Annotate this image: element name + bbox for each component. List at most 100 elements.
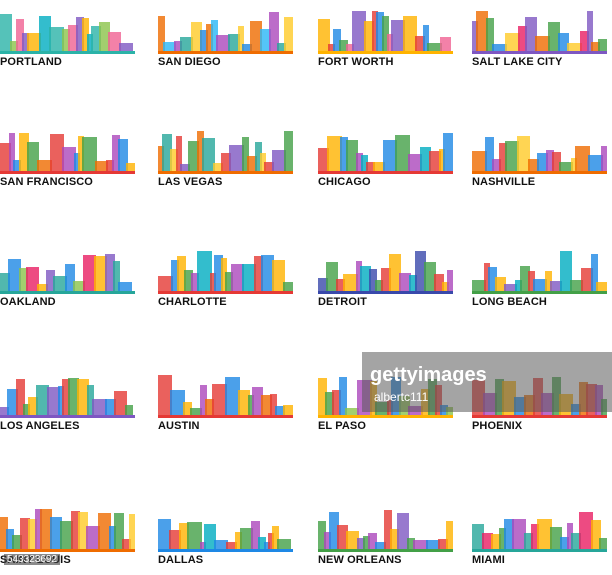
building-shape	[326, 262, 338, 294]
building-shape	[504, 284, 517, 294]
building-shape	[369, 269, 377, 294]
city-label: OAKLAND	[0, 296, 56, 308]
building-shape	[403, 16, 417, 54]
building-shape	[255, 142, 262, 174]
ground-strip	[0, 549, 135, 552]
building-shape	[318, 148, 329, 174]
building-shape	[87, 385, 94, 418]
building-shape	[200, 385, 207, 418]
city-tile: NASHVILLE	[472, 128, 612, 188]
building-shape	[170, 390, 185, 418]
building-shape	[242, 137, 249, 174]
building-shape	[28, 519, 37, 552]
building-shape	[424, 262, 436, 294]
building-shape	[129, 514, 135, 552]
building-shape	[368, 533, 377, 552]
building-shape	[221, 258, 227, 294]
building-shape	[488, 267, 497, 294]
building-shape	[275, 406, 285, 418]
building-shape	[505, 33, 520, 54]
building-shape	[356, 261, 362, 294]
building-shape	[499, 528, 506, 552]
city-tile: AUSTIN	[158, 372, 298, 432]
building-shape	[158, 276, 173, 294]
building-shape	[112, 135, 120, 174]
building-shape	[518, 26, 527, 54]
building-shape	[277, 43, 286, 54]
ground-strip	[318, 171, 453, 174]
ground-strip	[318, 415, 453, 418]
city-tile: SAN FRANCISCO	[0, 128, 140, 188]
building-shape	[62, 147, 76, 174]
building-shape	[395, 135, 410, 174]
building-shape	[587, 11, 593, 54]
ground-strip	[158, 291, 293, 294]
building-shape	[283, 405, 293, 418]
ground-strip	[472, 291, 607, 294]
building-shape	[53, 276, 67, 294]
building-shape	[50, 134, 64, 174]
building-shape	[254, 256, 263, 294]
building-shape	[339, 40, 348, 54]
building-shape	[225, 272, 233, 294]
ground-strip	[158, 549, 293, 552]
city-label: EL PASO	[318, 420, 366, 432]
building-shape	[533, 279, 547, 294]
building-shape	[283, 282, 293, 294]
building-shape	[375, 280, 383, 294]
building-shape	[68, 25, 78, 54]
building-shape	[328, 44, 335, 54]
building-shape	[472, 21, 478, 54]
building-shape	[357, 538, 365, 552]
building-shape	[171, 260, 179, 294]
building-shape	[26, 267, 39, 294]
building-shape	[580, 31, 589, 54]
city-tile: FORT WORTH	[318, 8, 458, 68]
building-shape	[113, 261, 120, 294]
building-shape	[92, 399, 107, 418]
building-shape	[567, 523, 573, 552]
skyline-illustration	[472, 136, 607, 174]
city-label: PORTLAND	[0, 56, 62, 68]
building-shape	[581, 268, 593, 294]
building-shape	[226, 542, 237, 552]
building-shape	[520, 266, 530, 294]
building-shape	[446, 521, 453, 552]
building-shape	[515, 280, 522, 294]
building-shape	[375, 542, 386, 552]
building-shape	[108, 32, 121, 54]
building-shape	[62, 379, 70, 418]
building-shape	[325, 392, 334, 418]
building-shape	[571, 533, 581, 552]
city-label: SALT LAKE CITY	[472, 56, 563, 68]
building-shape	[250, 21, 262, 54]
building-shape	[9, 133, 15, 174]
building-shape	[16, 379, 25, 418]
building-shape	[23, 404, 30, 418]
building-shape	[179, 523, 189, 552]
building-shape	[384, 510, 392, 552]
building-shape	[415, 36, 425, 54]
building-shape	[39, 16, 51, 54]
building-shape	[264, 162, 274, 174]
city-label: FORT WORTH	[318, 56, 394, 68]
city-tile: PORTLAND	[0, 8, 140, 68]
skyline-illustration	[0, 378, 135, 418]
building-shape	[12, 535, 22, 552]
building-shape	[16, 19, 24, 54]
building-shape	[47, 387, 60, 418]
building-shape	[260, 153, 266, 174]
ground-strip	[318, 549, 453, 552]
building-shape	[0, 407, 9, 418]
building-shape	[78, 512, 88, 552]
building-shape	[158, 519, 171, 552]
building-shape	[37, 284, 48, 294]
building-shape	[499, 143, 507, 174]
building-shape	[184, 270, 193, 294]
building-shape	[269, 12, 279, 54]
skyline-illustration	[0, 254, 135, 294]
building-shape	[415, 251, 426, 294]
building-shape	[571, 158, 577, 174]
ground-strip	[0, 51, 135, 54]
building-shape	[65, 264, 75, 294]
